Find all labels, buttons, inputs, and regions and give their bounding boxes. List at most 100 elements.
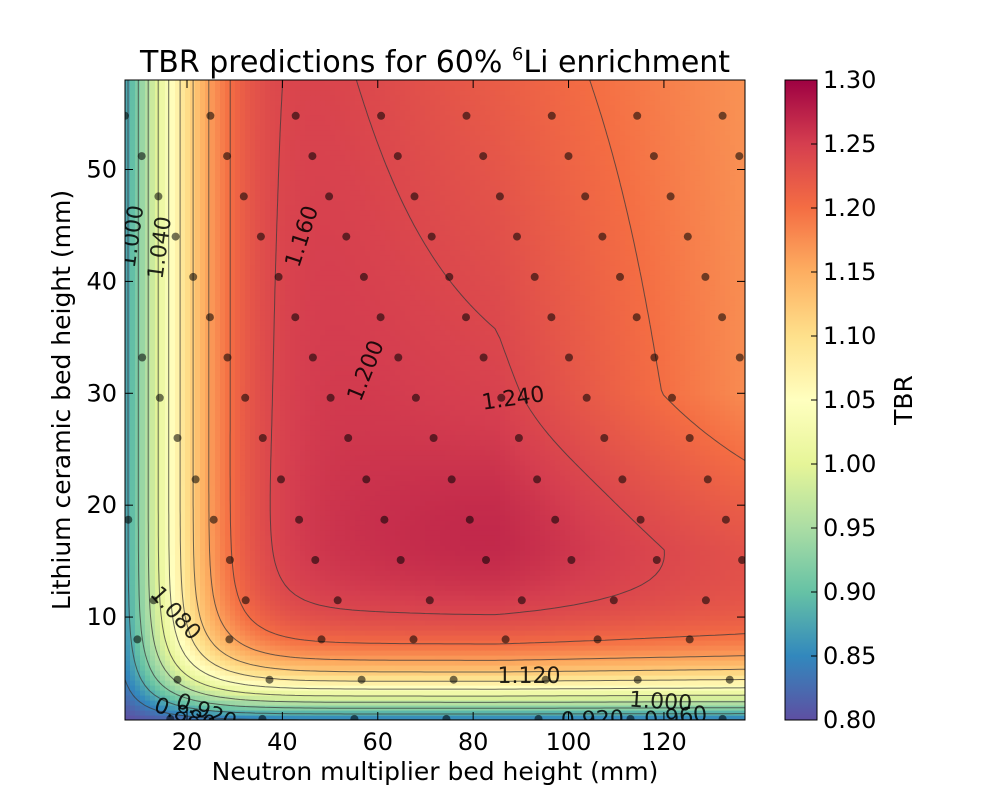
heatmap-cell: [410, 660, 416, 666]
heatmap-cell: [570, 665, 576, 671]
heatmap-cell: [255, 565, 261, 571]
heatmap-cell: [410, 580, 416, 586]
heatmap-cell: [650, 600, 656, 606]
heatmap-cell: [485, 520, 491, 526]
heatmap-cell: [735, 615, 741, 621]
heatmap-cell: [650, 700, 656, 706]
heatmap-cell: [185, 675, 191, 681]
heatmap-cell: [490, 605, 496, 611]
heatmap-cell: [540, 525, 546, 531]
heatmap-cell: [690, 620, 696, 626]
heatmap-cell: [670, 585, 676, 591]
heatmap-cell: [200, 515, 206, 521]
heatmap-cell: [300, 635, 306, 641]
heatmap-cell: [215, 700, 221, 706]
heatmap-cell: [520, 615, 526, 621]
heatmap-cell: [650, 545, 656, 551]
heatmap-cell: [695, 640, 701, 646]
heatmap-cell: [435, 530, 441, 536]
heatmap-cell: [605, 645, 611, 651]
heatmap-cell: [420, 605, 426, 611]
heatmap-cell: [305, 545, 311, 551]
heatmap-cell: [310, 715, 316, 720]
heatmap-cell: [675, 580, 681, 586]
heatmap-cell: [440, 590, 446, 596]
heatmap-cell: [515, 650, 521, 656]
heatmap-cell: [315, 595, 321, 601]
heatmap-cell: [695, 555, 701, 561]
heatmap-cell: [230, 690, 236, 696]
heatmap-cell: [245, 700, 251, 706]
heatmap-cell: [710, 650, 716, 656]
heatmap-cell: [375, 650, 381, 656]
heatmap-cell: [175, 705, 181, 711]
heatmap-cell: [165, 580, 171, 586]
heatmap-cell: [740, 565, 745, 571]
heatmap-cell: [285, 665, 291, 671]
heatmap-cell: [735, 610, 741, 616]
heatmap-cell: [180, 545, 186, 551]
heatmap-cell: [400, 650, 406, 656]
heatmap-cell: [695, 630, 701, 636]
heatmap-cell: [195, 550, 201, 556]
heatmap-cell: [540, 715, 546, 720]
heatmap-cell: [275, 595, 281, 601]
heatmap-cell: [695, 565, 701, 571]
heatmap-cell: [505, 570, 511, 576]
heatmap-cell: [255, 550, 261, 556]
heatmap-cell: [690, 545, 696, 551]
heatmap-cell: [215, 530, 221, 536]
heatmap-cell: [315, 615, 321, 621]
heatmap-cell: [165, 585, 171, 591]
heatmap-cell: [480, 690, 486, 696]
heatmap-cell: [645, 680, 651, 686]
heatmap-cell: [410, 690, 416, 696]
heatmap-cell: [730, 530, 736, 536]
heatmap-cell: [345, 605, 351, 611]
heatmap-cell: [240, 575, 246, 581]
heatmap-cell: [420, 620, 426, 626]
heatmap-cell: [720, 710, 726, 716]
heatmap-cell: [740, 650, 745, 656]
heatmap-cell: [475, 580, 481, 586]
heatmap-cell: [460, 710, 466, 716]
heatmap-cell: [360, 565, 366, 571]
heatmap-cell: [225, 615, 231, 621]
heatmap-cell: [485, 580, 491, 586]
heatmap-cell: [285, 595, 291, 601]
heatmap-cell: [415, 680, 421, 686]
heatmap-cell: [700, 615, 706, 621]
heatmap-cell: [535, 685, 541, 691]
heatmap-cell: [190, 690, 196, 696]
heatmap-cell: [205, 705, 211, 711]
heatmap-cell: [640, 545, 646, 551]
heatmap-cell: [400, 695, 406, 701]
heatmap-cell: [325, 525, 331, 531]
heatmap-cell: [655, 675, 661, 681]
heatmap-cell: [720, 550, 726, 556]
heatmap-cell: [230, 620, 236, 626]
heatmap-cell: [195, 530, 201, 536]
heatmap-cell: [665, 710, 671, 716]
heatmap-cell: [405, 615, 411, 621]
heatmap-cell: [400, 625, 406, 631]
heatmap-cell: [425, 655, 431, 661]
heatmap-cell: [265, 640, 271, 646]
heatmap-cell: [515, 545, 521, 551]
heatmap-cell: [450, 660, 456, 666]
heatmap-cell: [245, 715, 251, 720]
heatmap-cell: [390, 695, 396, 701]
heatmap-cell: [380, 625, 386, 631]
heatmap-cell: [725, 560, 731, 566]
heatmap-cell: [505, 650, 511, 656]
heatmap-cell: [210, 625, 216, 631]
heatmap-cell: [545, 700, 551, 706]
heatmap-cell: [345, 655, 351, 661]
heatmap-cell: [570, 605, 576, 611]
heatmap-cell: [575, 585, 581, 591]
heatmap-cell: [175, 665, 181, 671]
heatmap-cell: [335, 620, 341, 626]
heatmap-cell: [715, 640, 721, 646]
heatmap-cell: [715, 560, 721, 566]
heatmap-cell: [450, 525, 456, 531]
